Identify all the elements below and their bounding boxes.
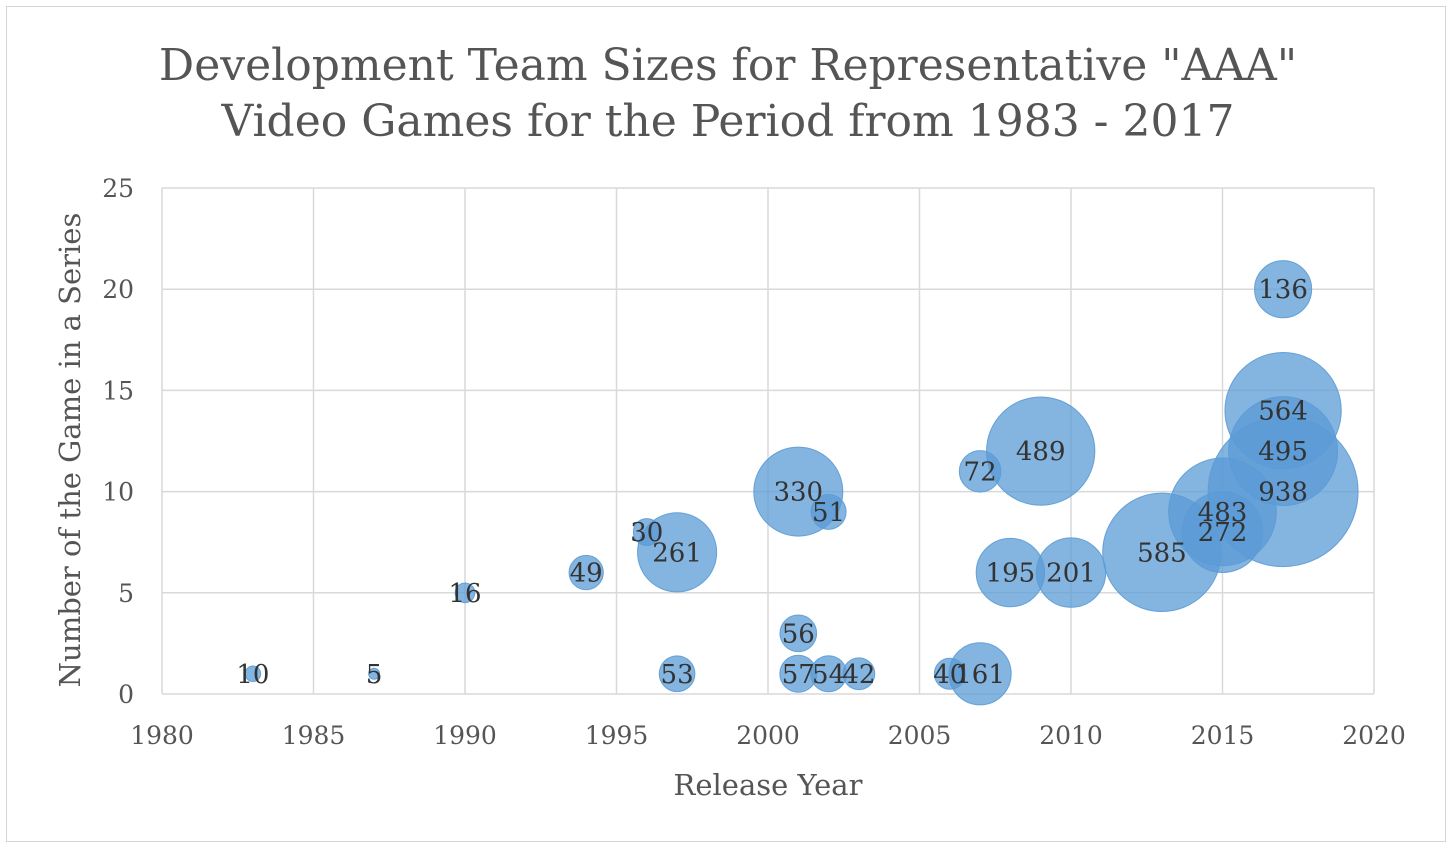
bubble-label-6: 53 xyxy=(661,660,694,690)
bubble-12 xyxy=(842,657,876,691)
y-axis-label: Number of the Game in a Series xyxy=(53,213,87,688)
chart-title-line-2: Video Games for the Period from 1983 - 2… xyxy=(220,96,1234,147)
bubble-label-23: 495 xyxy=(1258,437,1308,467)
bubble-label-21: 272 xyxy=(1198,518,1248,548)
bubble-6 xyxy=(658,655,696,693)
bubble-label-12: 42 xyxy=(842,660,875,690)
x-tick-label-2020: 2020 xyxy=(1342,721,1406,750)
bubble-label-20: 483 xyxy=(1198,498,1248,528)
bubble-label-19: 585 xyxy=(1137,538,1187,568)
x-tick-label-1995: 1995 xyxy=(585,721,649,750)
bubble-label-4: 30 xyxy=(630,518,663,548)
bubble-9 xyxy=(779,614,818,653)
bubble-label-13: 40 xyxy=(933,660,966,690)
bubble-8 xyxy=(810,493,847,530)
bubble-label-3: 49 xyxy=(570,559,603,589)
bubble-label-22: 564 xyxy=(1258,397,1308,427)
bubble-label-18: 201 xyxy=(1046,559,1096,589)
x-tick-label-1980: 1980 xyxy=(130,721,194,750)
bubble-label-1: 5 xyxy=(366,660,383,690)
bubble-label-11: 54 xyxy=(812,660,845,690)
x-tick-label-2000: 2000 xyxy=(736,721,800,750)
x-tick-label-2005: 2005 xyxy=(888,721,952,750)
y-tick-label-20: 20 xyxy=(102,275,134,304)
y-tick-label-15: 15 xyxy=(102,376,134,405)
chart-frame xyxy=(6,6,1446,842)
bubble-label-17: 195 xyxy=(986,559,1036,589)
bubble-0 xyxy=(244,665,262,683)
bubble-label-10: 57 xyxy=(782,660,815,690)
tick-layer: 0 5 10 15 20 25 1980 1985 1990 1995 2000 2005 2010 20… xyxy=(102,174,1406,750)
bubble-label-16: 489 xyxy=(1016,437,1066,467)
bubble-label-8: 51 xyxy=(812,498,845,528)
y-tick-label-0: 0 xyxy=(118,680,134,709)
bubble-16 xyxy=(986,396,1096,506)
x-tick-label-2010: 2010 xyxy=(1039,721,1103,750)
y-tick-label-10: 10 xyxy=(102,478,134,507)
bubble-label-14: 161 xyxy=(955,660,1005,690)
y-tick-label-5: 5 xyxy=(118,579,134,608)
x-tick-label-1985: 1985 xyxy=(282,721,346,750)
bubble-label-0: 10 xyxy=(236,660,269,690)
bubble-24 xyxy=(1207,416,1359,568)
chart-title-line-1: Development Team Sizes for Representativ… xyxy=(159,40,1297,91)
bubble-label-2: 16 xyxy=(448,579,481,609)
bubble-label-7: 330 xyxy=(773,478,823,508)
grid-layer xyxy=(161,187,1375,695)
y-tick-label-25: 25 xyxy=(102,174,134,203)
bubble-14 xyxy=(948,642,1012,706)
bubble-25 xyxy=(1254,260,1313,319)
bubble-label-9: 56 xyxy=(782,619,815,649)
bubble-label-24: 938 xyxy=(1258,478,1308,508)
bubble-3 xyxy=(568,554,604,591)
bubble-label-25: 136 xyxy=(1258,275,1308,305)
x-axis-label: Release Year xyxy=(674,768,863,802)
bubble-1 xyxy=(368,667,381,680)
bubble-label-5: 261 xyxy=(652,538,702,568)
bubble-5 xyxy=(637,512,718,593)
bubble-2 xyxy=(454,582,476,604)
x-tick-label-2015: 2015 xyxy=(1191,721,1255,750)
x-tick-label-1990: 1990 xyxy=(433,721,497,750)
bubble-label-15: 72 xyxy=(964,457,997,487)
